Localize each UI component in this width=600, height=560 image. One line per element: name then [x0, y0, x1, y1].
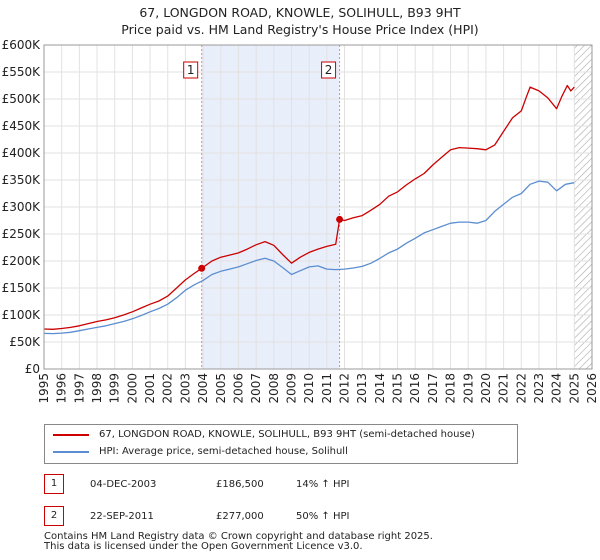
x-tick-label-9: 2004: [196, 373, 210, 404]
series-layer: [43, 84, 575, 335]
x-tick-label-11: 2006: [231, 373, 245, 404]
sale-hpi-2: 50% ↑ HPI: [296, 511, 350, 522]
x-tick-label-10: 2005: [214, 373, 228, 404]
legend-label-property: 67, LONGDON ROAD, KNOWLE, SOLIHULL, B93 …: [99, 429, 475, 440]
sale-badge-1: 1: [44, 474, 64, 494]
sale-point-2: [336, 215, 344, 223]
y-tick-label-7: £350K: [2, 173, 42, 187]
legend-swatch-hpi: [53, 451, 89, 453]
sale-badge-2: 2: [44, 506, 64, 526]
chart-subtitle: Price paid vs. HM Land Registry's House …: [121, 22, 479, 37]
sale-price-1: £186,500: [216, 479, 264, 490]
x-tick-label-14: 2009: [284, 373, 298, 404]
sale-date-1: 04-DEC-2003: [90, 479, 157, 490]
legend-label-hpi: HPI: Average price, semi-detached house,…: [99, 446, 348, 457]
x-tick-label-12: 2007: [249, 373, 263, 404]
x-tick-label-21: 2016: [408, 373, 422, 404]
chart-title-main: 67, LONGDON ROAD, KNOWLE, SOLIHULL, B93 …: [139, 5, 461, 20]
y-tick-label-12: £600K: [2, 38, 42, 52]
x-tick-label-19: 2014: [373, 373, 387, 404]
sale-hpi-1: 14% ↑ HPI: [296, 479, 350, 490]
y-tick-label-0: £0: [25, 362, 40, 376]
x-tick-label-3: 1998: [90, 373, 104, 404]
sale-price-2: £277,000: [216, 511, 264, 522]
y-tick-label-2: £100K: [2, 308, 42, 322]
x-tick-label-5: 2000: [125, 373, 139, 404]
x-tick-label-1: 1996: [55, 373, 69, 404]
x-tick-label-8: 2003: [178, 373, 192, 404]
x-tick-label-15: 2010: [302, 373, 316, 404]
x-tick-label-20: 2015: [391, 373, 405, 404]
y-tick-label-10: £500K: [2, 92, 42, 106]
sale-marker-box-1: [183, 61, 199, 79]
grid-layer: [43, 44, 593, 370]
series-line-hpi: [43, 180, 575, 335]
y-tick-label-5: £250K: [2, 227, 42, 241]
footer-licence: This data is licensed under the Open Gov…: [44, 541, 363, 552]
x-tick-label-26: 2021: [497, 373, 511, 404]
x-tick-label-4: 1999: [108, 373, 122, 404]
x-tick-label-0: 1995: [37, 373, 51, 404]
x-tick-label-23: 2018: [444, 373, 458, 404]
x-tick-label-7: 2002: [161, 373, 175, 404]
y-tick-label-1: £50K: [9, 335, 41, 349]
x-tick-label-27: 2022: [514, 373, 528, 404]
sale-date-2: 22-SEP-2011: [90, 511, 154, 522]
x-tick-label-31: 2026: [585, 373, 599, 404]
footer: Contains HM Land Registry data © Crown c…: [44, 532, 433, 552]
price-chart: £0 £50K £100K £150K £200K £250K £300K £350K £400…: [2, 38, 599, 404]
x-tick-label-28: 2023: [532, 373, 546, 404]
x-tick-label-30: 2025: [567, 373, 581, 404]
x-tick-label-18: 2013: [355, 373, 369, 404]
y-tick-label-11: £550K: [2, 65, 42, 79]
sale-marker-label-1: 1: [187, 63, 195, 77]
plot-frame: [43, 44, 593, 370]
x-tick-label-17: 2012: [338, 373, 352, 404]
footer-copyright: Contains HM Land Registry data © Crown c…: [44, 531, 433, 542]
x-tick-label-22: 2017: [426, 373, 440, 404]
y-tick-label-4: £200K: [2, 254, 42, 268]
x-tick-label-2: 1997: [72, 373, 86, 404]
sale-marker-box-2: [321, 61, 337, 79]
x-tick-label-24: 2019: [461, 373, 475, 404]
y-tick-label-9: £450K: [2, 119, 42, 133]
sale-point-1: [198, 264, 206, 272]
x-tick-label-6: 2001: [143, 373, 157, 404]
x-tick-label-25: 2020: [479, 373, 493, 404]
chart-title: 67, LONGDON ROAD, KNOWLE, SOLIHULL, B93 …: [0, 4, 600, 38]
y-tick-label-6: £300K: [2, 200, 42, 214]
series-line-property: [43, 84, 575, 330]
axes-layer: £0 £50K £100K £150K £200K £250K £300K £350K £400…: [2, 38, 599, 404]
x-tick-label-29: 2024: [550, 373, 564, 404]
x-tick-label-16: 2011: [320, 373, 334, 404]
sale-marker-label-2: 2: [325, 63, 333, 77]
y-tick-label-8: £400K: [2, 146, 42, 160]
legend: 67, LONGDON ROAD, KNOWLE, SOLIHULL, B93 …: [44, 424, 518, 464]
legend-swatch-property: [53, 434, 89, 436]
y-tick-label-3: £150K: [2, 281, 42, 295]
x-tick-label-13: 2008: [267, 373, 281, 404]
